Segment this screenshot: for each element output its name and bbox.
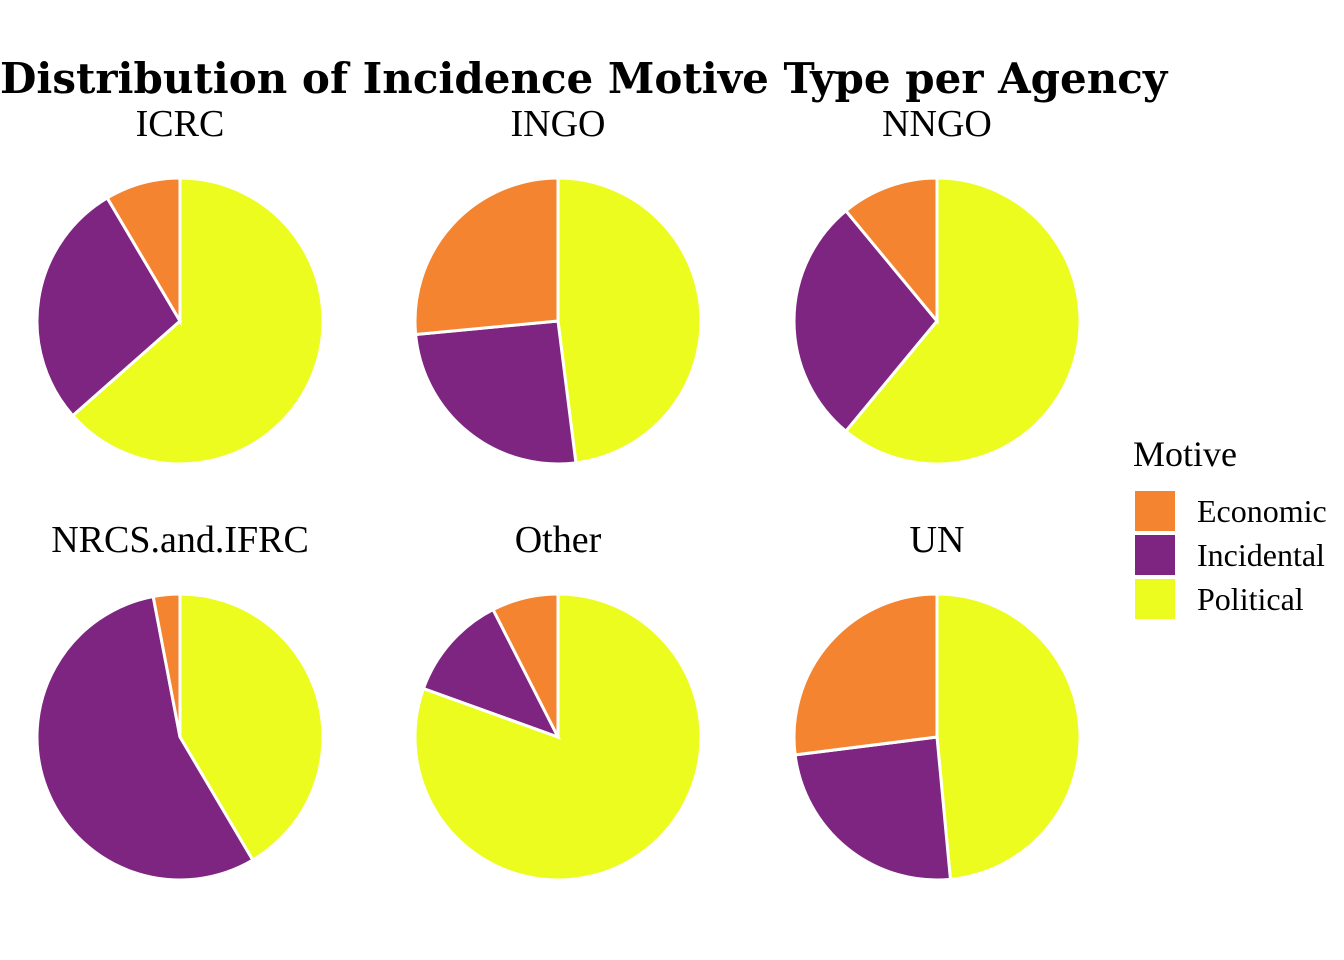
pie-slice-economic	[105, 176, 182, 327]
pie-slice-economic	[151, 592, 182, 738]
pie-slice-economic	[792, 592, 939, 757]
facet-nngo: NNGO	[792, 103, 1082, 466]
facet-label: Other	[515, 519, 602, 561]
pie-slice-political	[178, 592, 325, 863]
pie-slice-incidental	[413, 319, 578, 466]
pie-slice-incidental	[792, 208, 939, 434]
facet-un: UN	[792, 519, 1082, 882]
facet-label: INGO	[511, 103, 606, 145]
pie-slice-incidental	[421, 607, 562, 740]
legend-label-political: Political	[1197, 581, 1304, 617]
pie-slice-incidental	[35, 594, 255, 882]
pie-slice-political	[413, 592, 703, 882]
pie-slice-political	[70, 176, 325, 466]
facet-ingo: INGO	[413, 103, 703, 466]
pie-slice-political	[556, 176, 703, 465]
legend-swatch-economic	[1135, 491, 1175, 531]
pie-slice-incidental	[35, 195, 182, 418]
legend-label-economic: Economic	[1197, 493, 1327, 529]
facet-label: UN	[910, 519, 965, 561]
facet-label: NRCS.and.IFRC	[51, 519, 309, 561]
pie-slice-economic	[843, 176, 939, 326]
legend-swatch-political	[1135, 579, 1175, 619]
legend-swatch-incidental	[1135, 535, 1175, 575]
pie-slice-economic	[413, 176, 560, 337]
pie-slice-economic	[491, 592, 560, 738]
pie-slice-political	[935, 592, 1082, 882]
legend: Motive Economic Incidental Political	[1133, 434, 1327, 619]
facet-icrc: ICRC	[35, 103, 325, 466]
pie-slice-political	[843, 176, 1082, 466]
legend-title: Motive	[1133, 434, 1237, 474]
facet-nrcs-and-ifrc: NRCS.and.IFRC	[35, 519, 325, 882]
facet-other: Other	[413, 519, 703, 882]
legend-label-incidental: Incidental	[1197, 537, 1325, 573]
facet-panels: ICRC INGO NNGO NRCS.and.IFRC Other UN	[35, 103, 1082, 882]
facet-label: ICRC	[136, 103, 225, 145]
chart-title: Distribution of Incidence Motive Type pe…	[0, 54, 1169, 103]
pie-slice-incidental	[793, 735, 953, 882]
facet-label: NNGO	[882, 103, 992, 145]
